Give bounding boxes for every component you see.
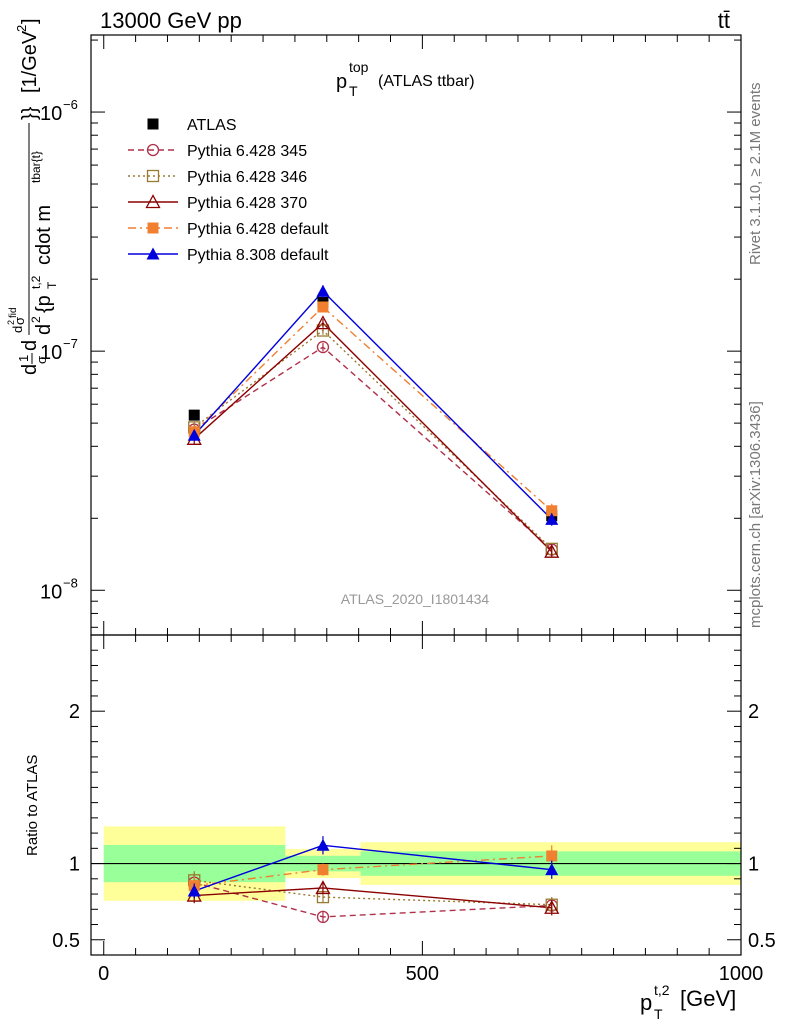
- main-line-pythia-6-428-default: [193, 306, 553, 512]
- ratio-point-pythia-6-428-default: [317, 864, 329, 876]
- ratio-point-pythia-8-308-default: [187, 884, 201, 897]
- plot-title: p top T (ATLAS ttbar): [336, 59, 475, 99]
- svg-text:tbar{t}: tbar{t}: [29, 151, 43, 183]
- rivet-label: Rivet 3.1.10, ≥ 2.1M events: [747, 83, 764, 266]
- svg-text:2: 2: [6, 320, 16, 325]
- svg-text:top: top: [349, 59, 369, 75]
- svg-text:T: T: [654, 1006, 663, 1022]
- legend-marker-pythia-6-428-370: [145, 194, 161, 209]
- svg-text:1: 1: [16, 355, 31, 362]
- svg-text:{p: {p: [33, 295, 55, 313]
- ratio-panel-frame: [90, 634, 742, 956]
- ratio-point-pythia-8-308-default: [545, 863, 559, 876]
- ratio-point-pythia-6-428-345: [316, 910, 330, 924]
- main-point-atlas: [188, 409, 200, 421]
- ratio-y-tick-label-right: 2: [748, 701, 759, 723]
- energy-label: 13000 GeV pp: [100, 8, 242, 33]
- analysis-id: ATLAS_2020_I1801434: [341, 591, 490, 607]
- legend-label-pythia-6-428-370: Pythia 6.428 370: [187, 195, 307, 212]
- legend: ATLAS Pythia 6.428 345 Pythia 6.428 346 Pyt…: [128, 117, 329, 264]
- main-point-pythia-6-428-345: [316, 340, 330, 354]
- svg-text:]: ]: [19, 18, 41, 24]
- svg-text:t,2: t,2: [29, 275, 43, 289]
- main-panel-series-lines: [193, 290, 553, 553]
- ratio-y-tick-label: 1: [69, 854, 80, 876]
- svg-text:2: 2: [14, 25, 29, 32]
- main-point-pythia-8-308-default: [316, 284, 330, 297]
- main-line-pythia-6-428-346: [193, 329, 553, 550]
- svg-text:t,2: t,2: [654, 982, 670, 998]
- y-tick-label-exponent: −8: [63, 575, 78, 590]
- svg-text:σ: σ: [12, 317, 27, 325]
- svg-text:p: p: [640, 990, 652, 1015]
- x-tick-label: 500: [406, 963, 439, 985]
- svg-text:}}: }}: [19, 106, 41, 120]
- y-tick-label-exponent: −7: [63, 336, 78, 351]
- main-point-pythia-6-428-default: [546, 505, 558, 517]
- ratio-point-pythia-8-308-default: [316, 838, 330, 851]
- svg-text:cdot m: cdot m: [33, 205, 55, 265]
- ratio-y-tick-label: 2: [69, 701, 80, 723]
- svg-text:d: d: [10, 326, 25, 333]
- ratio-y-tick-label: 0.5: [52, 930, 80, 952]
- svg-text:d: d: [19, 340, 41, 351]
- legend-marker-pythia-6-428-346: [146, 169, 160, 183]
- legend-label-atlas: ATLAS: [187, 117, 237, 134]
- svg-text:fid: fid: [8, 307, 19, 318]
- main-point-pythia-8-308-default: [545, 512, 559, 525]
- legend-label-pythia-6-428-346: Pythia 6.428 346: [187, 169, 307, 186]
- x-axis-label: p t,2 T [GeV]: [640, 982, 736, 1022]
- main-point-pythia-6-428-370: [544, 543, 560, 558]
- svg-text:p: p: [336, 71, 347, 93]
- svg-text:(ATLAS ttbar): (ATLAS ttbar): [378, 73, 475, 90]
- legend-marker-pythia-8-308-default: [146, 247, 160, 260]
- main-point-pythia-6-428-370: [315, 315, 331, 330]
- svg-text:σ: σ: [34, 356, 49, 364]
- main-y-axis-label: d 1 σ d σ fid d 2 d 2 {p t,2 T cdot m tb…: [6, 18, 59, 375]
- svg-text:2: 2: [29, 316, 43, 323]
- main-point-pythia-6-428-default: [317, 301, 329, 313]
- x-tick-label: 0: [98, 963, 109, 985]
- main-line-pythia-6-428-345: [193, 346, 553, 551]
- y-tick-label: 10: [40, 581, 62, 603]
- main-line-pythia-6-428-370: [193, 322, 553, 553]
- legend-marker-atlas: [147, 118, 159, 130]
- svg-text:T: T: [45, 281, 59, 289]
- svg-text:d: d: [19, 364, 41, 375]
- legend-label-pythia-6-428-345: Pythia 6.428 345: [187, 143, 307, 160]
- process-label: tt̄: [718, 8, 730, 33]
- x-tick-label: 1000: [719, 963, 764, 985]
- main-panel-markers: [186, 284, 560, 558]
- legend-label-pythia-6-428-default: Pythia 6.428 default: [187, 221, 329, 238]
- svg-text:[1/GeV: [1/GeV: [19, 30, 41, 93]
- ratio-point-pythia-6-428-default: [546, 850, 558, 862]
- legend-marker-pythia-6-428-345: [146, 143, 160, 157]
- svg-text:d: d: [33, 324, 55, 335]
- mcplots-label: mcplots.cern.ch [arXiv:1306.3436]: [747, 401, 764, 628]
- ratio-panel-markers: [186, 836, 560, 924]
- svg-text:T: T: [349, 83, 358, 99]
- ratio-panel-ticks: 0.5 0.5 1 1 2 2: [52, 649, 776, 956]
- ratio-point-pythia-6-428-370: [544, 899, 560, 914]
- ratio-point-pythia-6-428-370: [315, 880, 331, 895]
- y-tick-label-exponent: −6: [63, 97, 78, 112]
- legend-marker-pythia-6-428-default: [147, 222, 159, 234]
- ratio-y-tick-label-right: 1: [748, 854, 759, 876]
- main-point-pythia-8-308-default: [187, 428, 201, 441]
- y-tick-label: 10: [40, 103, 62, 125]
- ratio-y-axis-label: Ratio to ATLAS: [24, 755, 41, 856]
- y-tick-label: 10: [40, 342, 62, 364]
- ratio-y-tick-label-right: 0.5: [748, 930, 776, 952]
- svg-text:[GeV]: [GeV]: [680, 986, 736, 1011]
- main-line-pythia-8-308-default: [193, 290, 553, 520]
- legend-label-pythia-8-308-default: Pythia 8.308 default: [187, 247, 329, 264]
